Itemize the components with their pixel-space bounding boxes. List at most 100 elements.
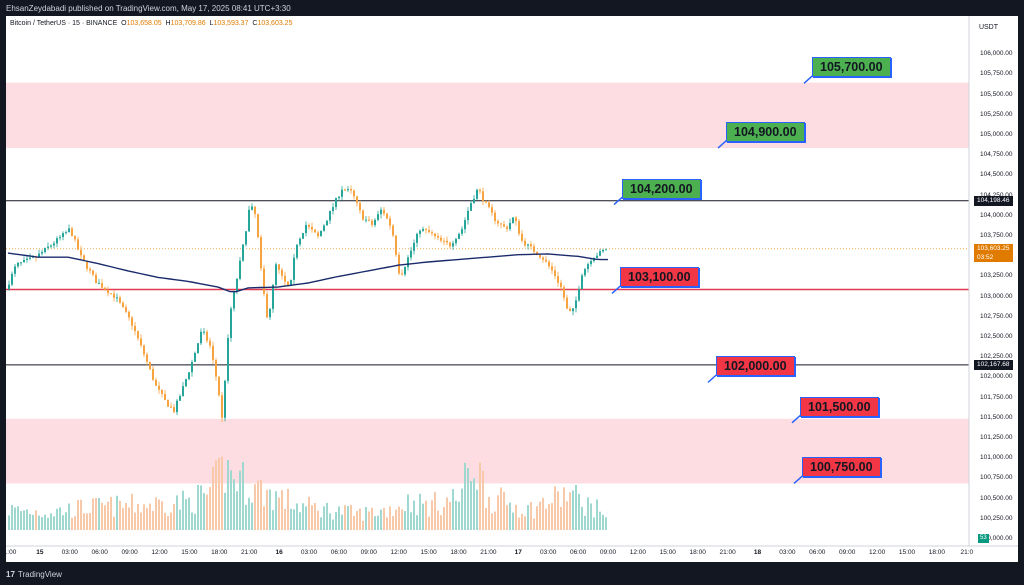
price-chart[interactable]: [6, 16, 1018, 562]
volume-bar: [557, 491, 559, 530]
volume-bar: [236, 491, 238, 530]
volume-bar: [77, 499, 79, 530]
candle-body: [71, 228, 73, 237]
candle-body: [20, 262, 22, 264]
candle-body: [473, 198, 475, 204]
volume-bar: [410, 512, 412, 530]
volume-bar: [164, 512, 166, 530]
candle-body: [218, 376, 220, 396]
price-tick: 100,500.00: [980, 494, 1013, 502]
candle-body: [563, 287, 565, 298]
volume-bar: [584, 515, 586, 530]
volume-bar: [554, 486, 556, 530]
level-label-104900[interactable]: 104,900.00: [726, 122, 805, 143]
volume-bar: [359, 508, 361, 530]
symbol-name: Bitcoin / TetherUS · 15 · BINANCE: [10, 20, 118, 27]
candle-body: [449, 242, 451, 247]
volume-bar: [587, 497, 589, 530]
zones-layer: [6, 82, 969, 484]
volume-bar: [341, 514, 343, 530]
symbol-legend[interactable]: Bitcoin / TetherUS · 15 · BINANCE O103,6…: [10, 20, 292, 27]
volume-bar: [368, 511, 370, 530]
level-label-105700[interactable]: 105,700.00: [812, 57, 891, 78]
volume-bar: [407, 494, 409, 530]
volume-bar: [83, 513, 85, 530]
candle-body: [527, 244, 529, 246]
time-tick: 17: [514, 549, 522, 556]
candle-body: [155, 379, 157, 386]
volume-bar: [257, 480, 259, 530]
volume-bar: [71, 517, 73, 530]
volume-bar: [497, 495, 499, 530]
volume-bar: [17, 506, 19, 530]
lower-line-price-tag: 102,167.68: [974, 359, 1013, 370]
candle-body: [455, 238, 457, 244]
candle-body: [524, 240, 526, 246]
volume-bar: [101, 502, 103, 530]
level-label-103100[interactable]: 103,100.00: [620, 267, 699, 288]
volume-bar: [383, 507, 385, 530]
volume-bar: [512, 512, 514, 530]
level-label-101500[interactable]: 101,500.00: [800, 396, 879, 417]
candle-body: [407, 257, 409, 268]
volume-bar: [44, 514, 46, 530]
candle-body: [320, 230, 322, 237]
volume-bar: [380, 509, 382, 530]
candle-body: [488, 202, 490, 208]
candle-body: [116, 297, 118, 299]
volume-bar: [317, 510, 319, 530]
volume-bar: [62, 515, 64, 530]
volume-bar: [152, 510, 154, 530]
candle-body: [74, 236, 76, 240]
time-tick: 18:00: [211, 549, 228, 556]
candle-body: [401, 273, 403, 275]
volume-bar: [503, 491, 505, 530]
level-label-104200[interactable]: 104,200.00: [622, 178, 701, 199]
volume-bar: [452, 489, 454, 530]
volume-bar: [260, 479, 262, 530]
level-label-102000[interactable]: 102,000.00: [716, 356, 795, 377]
volume-layer: [8, 456, 607, 530]
volume-bar: [356, 511, 358, 530]
volume-bar: [146, 508, 148, 530]
candle-body: [425, 228, 427, 230]
volume-bar: [104, 505, 106, 530]
volume-bar: [428, 516, 430, 530]
candle-body: [164, 393, 166, 400]
candle-body: [242, 244, 244, 261]
chart-panel[interactable]: Bitcoin / TetherUS · 15 · BINANCE O103,6…: [6, 16, 1018, 562]
tradingview-brand[interactable]: 17 TradingView: [6, 568, 62, 582]
volume-bar: [455, 500, 457, 530]
time-tick: 15: [36, 549, 44, 556]
candle-body: [107, 289, 109, 294]
candle-body: [467, 210, 469, 221]
volume-bar: [425, 500, 427, 530]
candle-body: [299, 238, 301, 245]
volume-bar: [233, 479, 235, 530]
volume-bar: [248, 497, 250, 530]
volume-bar: [92, 498, 94, 530]
level-label-100750[interactable]: 100,750.00: [802, 457, 881, 478]
candle-body: [416, 233, 418, 243]
candle-body: [548, 261, 550, 267]
time-tick: 18: [753, 549, 762, 556]
candle-body: [404, 267, 406, 275]
volume-bar: [56, 508, 58, 530]
price-tick: 102,000.00: [980, 373, 1013, 381]
candle-body: [557, 276, 559, 283]
volume-bar: [302, 503, 304, 530]
candle-body: [215, 360, 217, 377]
volume-bar: [38, 515, 40, 530]
volume-bar: [539, 501, 541, 530]
candle-body: [203, 331, 205, 333]
candle-body: [95, 274, 97, 284]
volume-bar: [113, 516, 115, 530]
candle-body: [569, 308, 571, 312]
last-price-tag: 103,603.25 03:52: [974, 243, 1013, 262]
level-label-pointer: [611, 284, 622, 295]
candle-body: [350, 189, 352, 191]
candle-body: [125, 307, 127, 312]
time-tick: 06:00: [330, 549, 348, 556]
candle-body: [470, 203, 472, 211]
candle-body: [431, 232, 433, 234]
